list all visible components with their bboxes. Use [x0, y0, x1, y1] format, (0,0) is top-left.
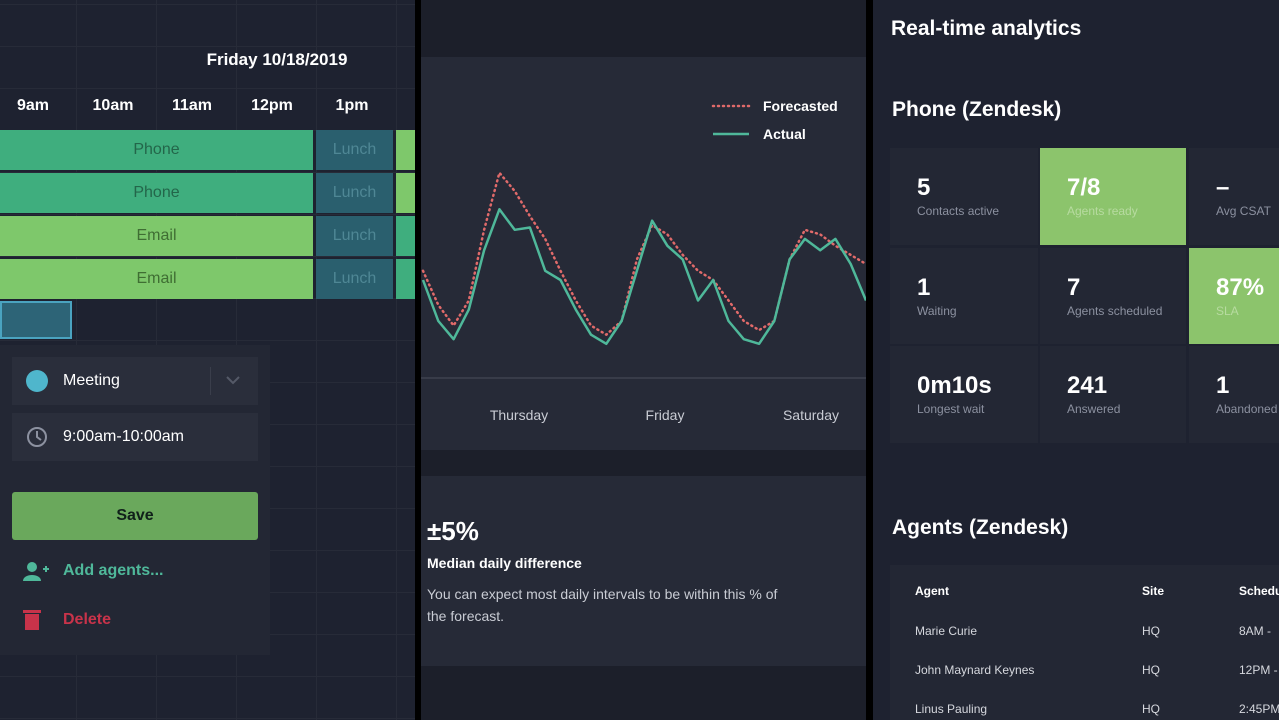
accuracy-description: You can expect most daily intervals to b…: [427, 586, 778, 624]
table-cell: 12PM -: [1239, 663, 1278, 677]
metric-tile: 1 Abandoned: [1189, 346, 1279, 443]
series-line: [421, 171, 866, 336]
save-button[interactable]: Save: [12, 492, 258, 540]
type: Meeting: [63, 372, 120, 389]
metric-tile: – Avg CSAT: [1189, 148, 1279, 245]
column-header: Site: [1142, 584, 1165, 598]
table-cell: HQ: [1142, 702, 1160, 716]
hour-label: 2pm: [392, 97, 415, 115]
analytics-panel: Real-time analytics Phone (Zendesk) Agen…: [873, 0, 1279, 720]
hour-label: 10am: [92, 97, 134, 114]
delete[interactable]: Delete: [63, 611, 112, 628]
block[interactable]: Lunch: [316, 130, 393, 170]
metric-value: 5: [917, 174, 931, 201]
block: [396, 259, 415, 299]
metric-label: Agents scheduled: [1067, 304, 1163, 318]
metric-label: Avg CSAT: [1216, 204, 1271, 218]
x-tick-label: Friday: [646, 407, 685, 423]
hour-label: 11am: [171, 97, 213, 114]
block[interactable]: Lunch: [316, 216, 393, 256]
accuracy-label: Median daily difference: [427, 555, 582, 571]
block[interactable]: Email: [0, 216, 313, 256]
metric-label: Longest wait: [917, 402, 985, 416]
selected-block[interactable]: [0, 301, 72, 339]
metric-tile: 1 Waiting: [890, 248, 1038, 344]
column-header: Agent: [915, 584, 949, 598]
block: [396, 130, 415, 170]
metric-tile: 7 Agents scheduled: [1040, 248, 1186, 344]
time: 9:00am-10:00am: [63, 428, 184, 445]
forecast-panel: Forecasted Actual Thursday Friday Saturday ±…: [421, 0, 866, 720]
x-tick-label: Saturday: [783, 407, 839, 423]
schedule-panel: Friday 10/18/2019 Meeting 9:00am-10:00am…: [0, 0, 415, 720]
table-cell: Marie Curie: [915, 624, 978, 638]
hour-label: 12pm: [251, 97, 293, 114]
block[interactable]: Phone: [0, 173, 313, 213]
date: Friday 10/18/2019: [206, 50, 348, 69]
metric-value: 7: [1067, 274, 1081, 301]
table-cell: John Maynard Keynes: [915, 663, 1035, 677]
table-cell: HQ: [1142, 663, 1160, 677]
metric-value: 1: [917, 274, 931, 301]
x-tick-label: Thursday: [490, 407, 548, 423]
column-header: Schedule: [1239, 584, 1279, 598]
metric-tile: 241 Answered: [1040, 346, 1186, 443]
legend-label: Actual: [763, 126, 806, 142]
hour-label: 9am: [16, 97, 50, 114]
metric-tile: 0m10s Longest wait: [890, 346, 1038, 443]
block: [396, 173, 415, 213]
metric-label: Contacts active: [917, 204, 1000, 218]
metric-tile: 7/8 Agents ready: [1040, 148, 1186, 245]
metric-label: Agents ready: [1067, 204, 1138, 218]
block[interactable]: Lunch: [316, 173, 393, 213]
table-cell: 8AM -: [1239, 624, 1272, 638]
metric-label: Answered: [1067, 402, 1121, 416]
series-line: [421, 208, 866, 346]
accuracy-value: ±5%: [427, 516, 479, 546]
metric-label: SLA: [1216, 304, 1239, 318]
metric-value: 7/8: [1067, 174, 1101, 201]
add-agents[interactable]: Add agents...: [63, 562, 164, 579]
event-editor: Meeting 9:00am-10:00am Save Add agents..…: [0, 345, 270, 655]
agents-title: Agents (Zendesk): [892, 516, 1069, 539]
table-cell: HQ: [1142, 624, 1160, 638]
metric-value: 87%: [1216, 274, 1265, 301]
metric-value: –: [1216, 174, 1230, 201]
metric-value: 241: [1067, 372, 1108, 399]
hour-label: 1pm: [335, 97, 369, 114]
metric-label: Abandoned: [1216, 402, 1278, 416]
agents-table: [890, 565, 1279, 720]
time-field[interactable]: 9:00am-10:00am: [12, 413, 258, 461]
metric-label: Waiting: [917, 304, 957, 318]
block: [396, 216, 415, 256]
block[interactable]: Phone: [0, 130, 313, 170]
phone-title: Phone (Zendesk): [892, 98, 1062, 121]
accuracy-card: ±5% Median daily difference You can expe…: [421, 476, 866, 666]
table-cell: Linus Pauling: [915, 702, 988, 716]
metric-value: 1: [1216, 372, 1230, 399]
type-select[interactable]: Meeting: [12, 357, 258, 405]
metric-tile: 87% SLA: [1189, 248, 1279, 344]
block[interactable]: Email: [0, 259, 313, 299]
block[interactable]: Lunch: [316, 259, 393, 299]
analytics-title: Real-time analytics: [891, 17, 1082, 40]
metric-tile: 5 Contacts active: [890, 148, 1038, 245]
metric-value: 0m10s: [917, 372, 992, 399]
table-cell: 2:45PM: [1239, 702, 1279, 716]
chart: Forecasted Actual Thursday Friday Saturday: [421, 98, 866, 423]
legend-label: Forecasted: [763, 98, 838, 114]
